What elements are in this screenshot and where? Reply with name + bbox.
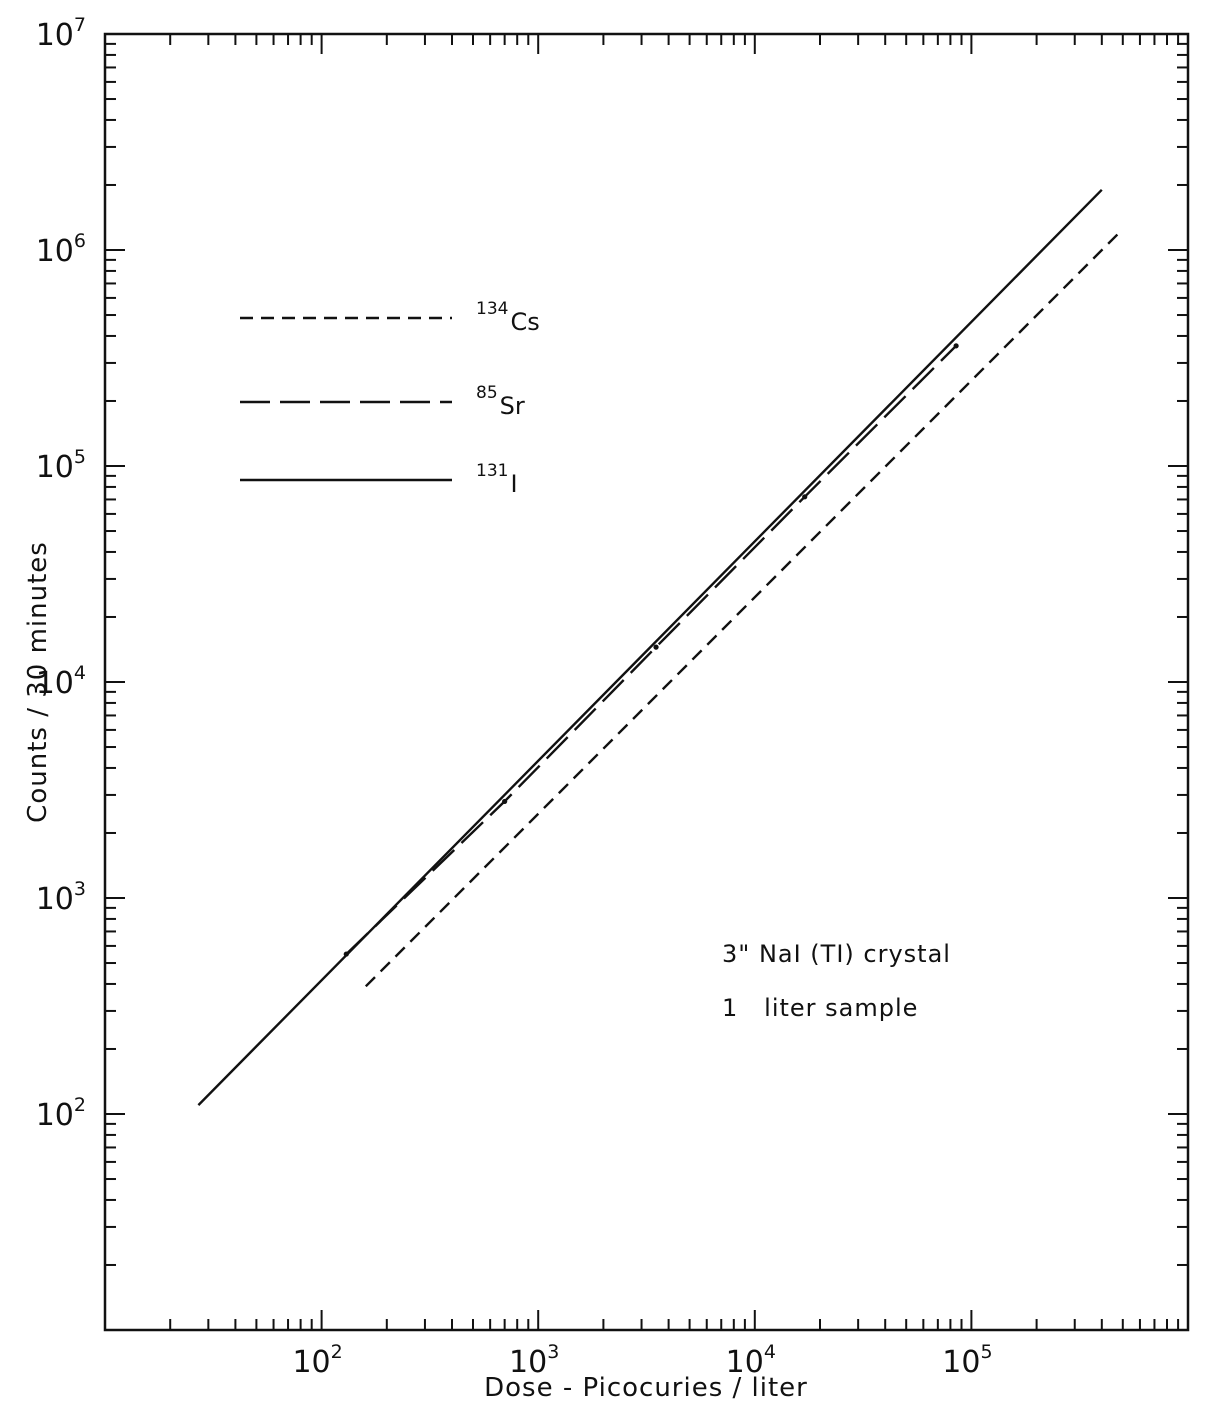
x-tick-label: 105 xyxy=(942,1341,992,1380)
y-tick-label: 103 xyxy=(36,878,86,917)
series-lines xyxy=(197,188,1124,1106)
legend-label-sr: 85Sr xyxy=(476,383,525,420)
data-point-sr xyxy=(502,798,508,805)
legend: 134Cs 85Sr 131I xyxy=(240,299,540,498)
series-line-sr xyxy=(345,344,957,955)
data-point-sr xyxy=(802,494,808,500)
data-point-sr xyxy=(953,343,959,349)
y-axis-title: Counts / 30 minutes xyxy=(23,541,53,823)
annotation-crystal: 3" NaI (TI) crystal xyxy=(722,940,951,968)
x-tick-label: 103 xyxy=(509,1341,559,1380)
legend-label-cs: 134Cs xyxy=(476,299,540,336)
y-tick-label: 104 xyxy=(36,662,86,701)
y-tick-label: 105 xyxy=(36,446,86,485)
y-tick-label: 107 xyxy=(36,14,86,53)
x-tick-label: 104 xyxy=(726,1341,776,1380)
x-axis-title: Dose - Picocuries / liter xyxy=(484,1373,808,1403)
axis-ticks xyxy=(105,34,1188,1330)
legend-label-i: 131I xyxy=(476,461,518,498)
y-tick-label: 106 xyxy=(36,230,86,269)
series-line-cs xyxy=(364,228,1124,988)
y-tick-labels: 102 103 104 105 106 107 xyxy=(36,14,86,1133)
x-tick-labels: 102 103 104 105 xyxy=(292,1341,992,1380)
series-line-i xyxy=(197,188,1103,1106)
annotation-sample: 1 liter sample xyxy=(722,994,918,1022)
plot-frame xyxy=(103,32,1190,1332)
y-tick-label: 102 xyxy=(36,1094,86,1133)
data-point-sr xyxy=(653,644,659,650)
x-tick-label: 102 xyxy=(292,1341,342,1380)
